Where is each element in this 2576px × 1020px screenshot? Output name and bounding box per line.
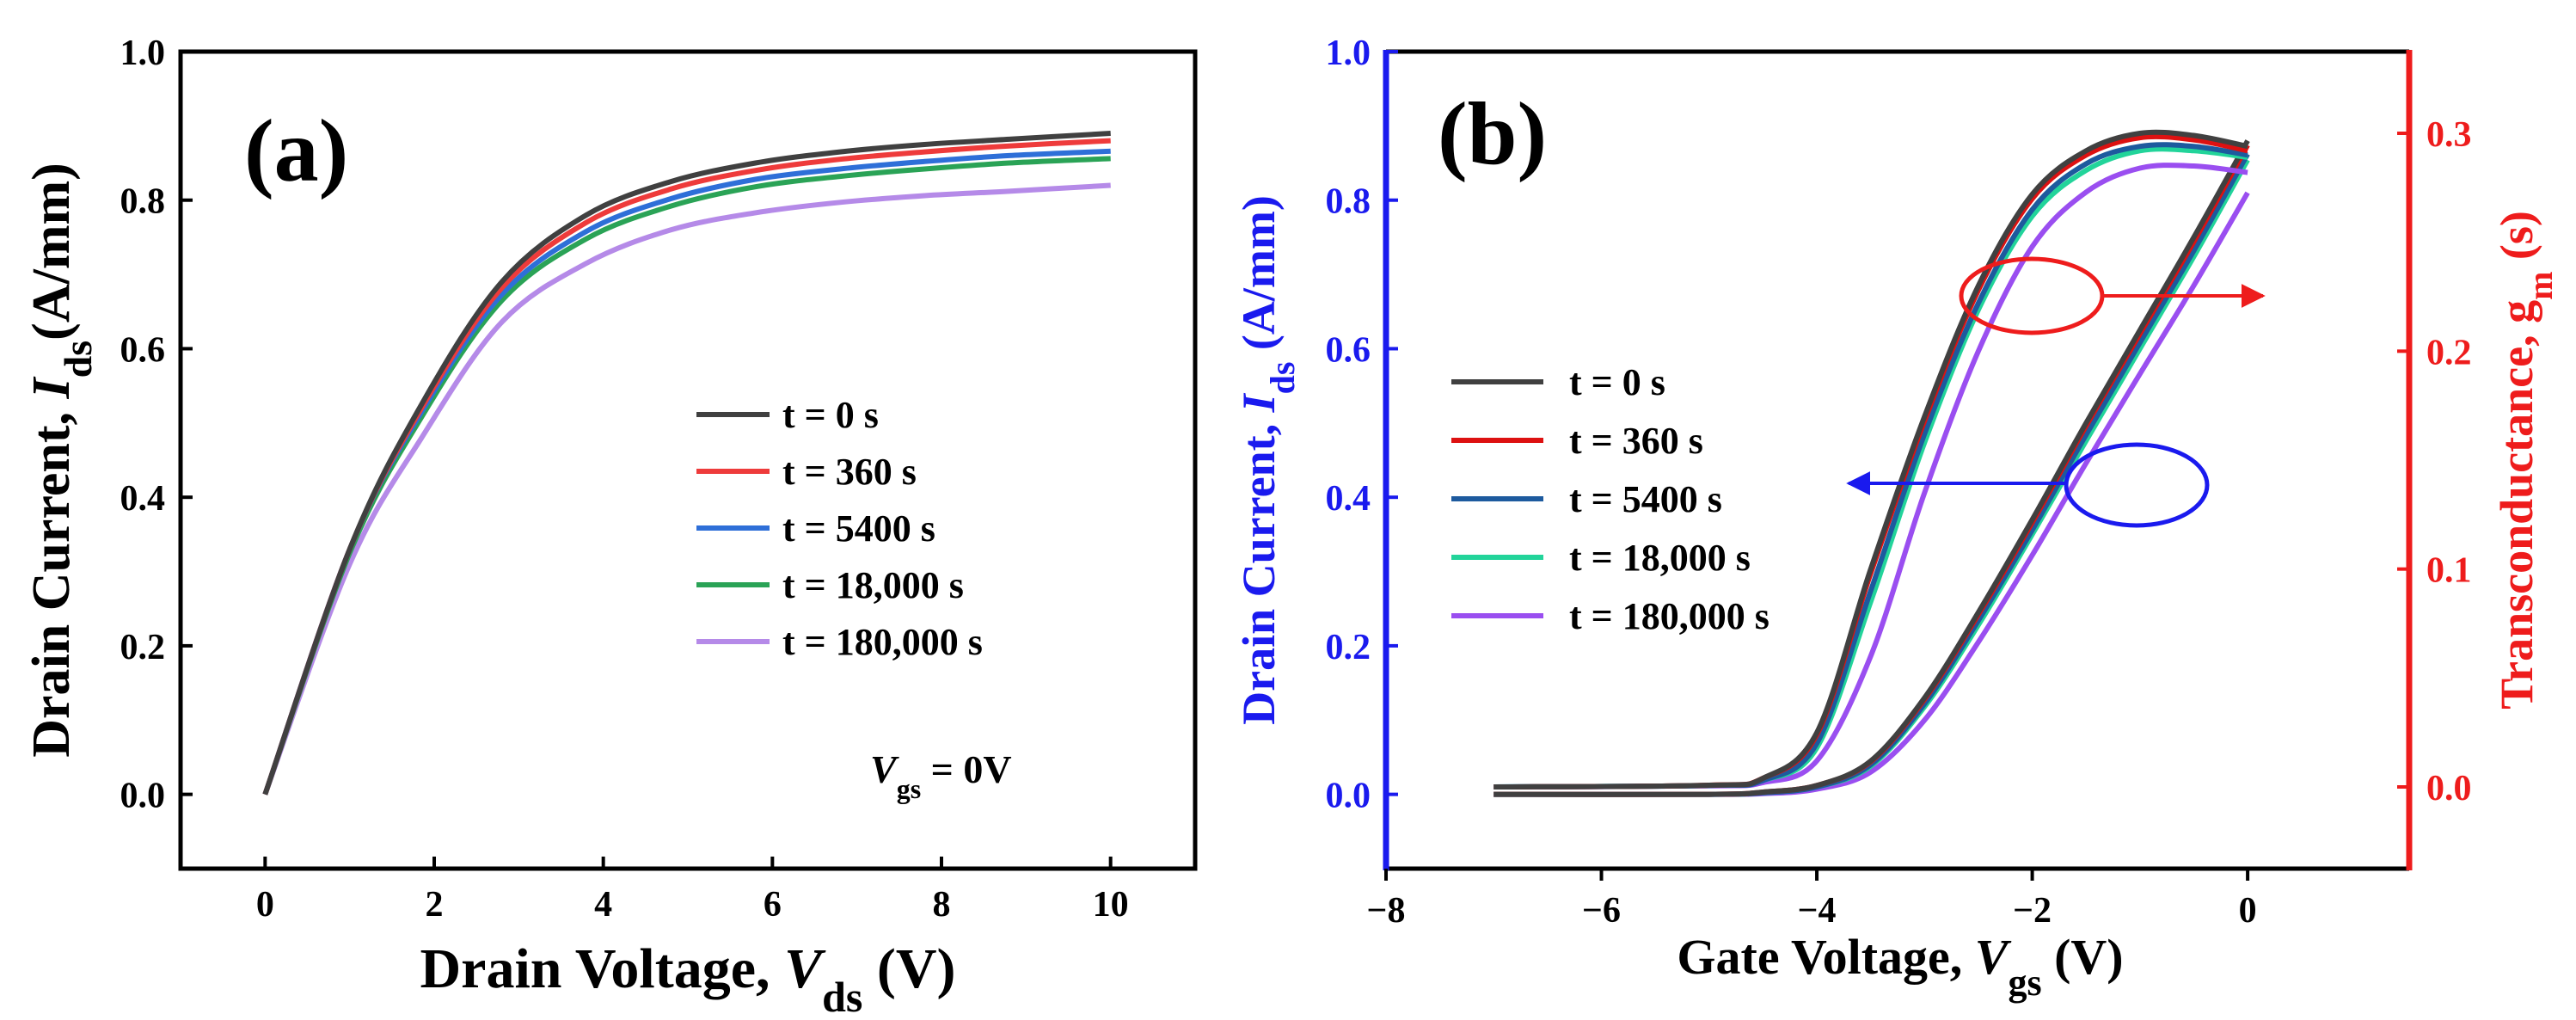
panel-b-left-y-ticks: 0.0 0.2 0.4 0.6 0.8 1.0 (1326, 34, 1398, 816)
panel-a-x-tick-label: 8 (933, 885, 951, 925)
panel-b-ids-line-0 (1493, 139, 2250, 797)
panel-b-x-tick-label: 0 (2239, 891, 2257, 931)
panel-a-y-tick-label: 0.4 (120, 479, 166, 519)
panel-b-gm-line-2 (1493, 142, 2248, 790)
panel-b-right-tick-label: 0.1 (2426, 551, 2472, 591)
panel-a-y-tick-label: 0.6 (120, 330, 166, 370)
panel-a-x-tick-label: 2 (426, 885, 444, 925)
panel-b-legend-label: t = 5400 s (1569, 478, 1722, 520)
panel-b-legend: t = 0 s t = 360 s t = 5400 s t = 18,000 s t … (1451, 361, 1769, 637)
panel-b-left-tick-label: 0.2 (1326, 628, 1371, 667)
panel-b-left-tick-label: 1.0 (1326, 34, 1371, 73)
panel-b-x-tick-label: −8 (1367, 891, 1406, 931)
panel-a-x-tick-label: 4 (594, 885, 612, 925)
panel-a-chart: 0 2 4 6 8 10 0.0 0.2 0.4 0.6 0.8 1.0 (a) Drain Vol… (22, 34, 1198, 1020)
panel-b-x-ticks: −8 −6 −4 −2 0 (1367, 869, 2257, 931)
panel-b-left-tick-label: 0.4 (1326, 479, 1371, 519)
panel-a-y-ticks: 0.0 0.2 0.4 0.6 0.8 1.0 (120, 34, 193, 816)
panel-b-right-y-axis-label: Transconductance, gm (s) (2491, 211, 2560, 710)
panel-b-ids-line-1 (1493, 144, 2250, 797)
gm-curve-marker-ellipse (1959, 256, 2105, 335)
panel-a-series-line-0 (262, 131, 1111, 796)
panel-a-x-ticks: 0 2 4 6 8 10 (256, 857, 1129, 925)
panel-a-legend-label: t = 18,000 s (782, 564, 964, 606)
panel-a-legend-label: t = 5400 s (782, 507, 935, 550)
panel-a-label: (a) (244, 101, 348, 200)
panel-b-chart: −8 −6 −4 −2 0 0.00.20.40.60.81.0 0.00.10.20.… (1233, 34, 2560, 1004)
panel-b-right-tick-label: 0.3 (2426, 115, 2472, 155)
panel-a-y-tick-label: 0.8 (120, 182, 166, 222)
panel-b-legend-label: t = 180,000 s (1569, 595, 1769, 637)
panel-a-y-tick-label: 0.2 (120, 628, 166, 667)
panel-b-ids-line-2 (1493, 152, 2250, 797)
panel-a-x-tick-label: 6 (764, 885, 782, 925)
panel-a-legend-label: t = 0 s (782, 394, 879, 436)
panel-b-legend-label: t = 18,000 s (1569, 537, 1751, 579)
panel-a-x-tick-label: 10 (1093, 885, 1129, 925)
panel-b-left-tick-label: 0.0 (1326, 777, 1371, 816)
panel-a-series-line-4 (262, 182, 1111, 796)
panel-a-series (262, 131, 1111, 796)
panel-a-vgs-annotation: Vgs = 0V (870, 747, 1012, 804)
panel-b-left-y-axis-label: Drain Current, Ids (A/mm) (1233, 195, 1302, 725)
panel-a-x-tick-label: 0 (256, 885, 274, 925)
panel-b-x-axis-label: Gate Voltage, Vgs (V) (1677, 929, 2123, 1004)
panel-b-x-tick-label: −6 (1582, 891, 1621, 931)
panel-a-legend: t = 0 s t = 360 s t = 5400 s t = 18,000 s t … (696, 394, 983, 663)
panel-b-legend-label: t = 360 s (1569, 420, 1703, 462)
panel-b-ids-line-3 (1493, 158, 2250, 797)
panel-a-series-line-2 (262, 148, 1111, 796)
panel-a-y-axis-label: Drain Current, Ids(A/mm) (22, 163, 100, 758)
ids-curve-marker-ellipse (2064, 442, 2210, 528)
panel-b-gm-line-4 (1493, 163, 2248, 790)
panel-a-legend-label: t = 360 s (782, 451, 917, 493)
panel-a-y-tick-label: 1.0 (120, 34, 166, 73)
panel-b-legend-label: t = 0 s (1569, 361, 1665, 403)
panel-a-y-tick-label: 0.0 (120, 777, 166, 816)
panel-b-x-tick-label: −2 (2013, 891, 2052, 931)
panel-b-x-tick-label: −4 (1798, 891, 1837, 931)
panel-b-label: (b) (1438, 84, 1547, 183)
panel-b-left-tick-label: 0.8 (1326, 182, 1371, 222)
panel-b-right-y-ticks: 0.0 0.1 0.2 0.3 (2397, 115, 2472, 808)
panel-b-series (1493, 129, 2250, 797)
panel-b-left-tick-label: 0.6 (1326, 330, 1371, 370)
panel-a-x-axis-label: Drain Voltage, Vds (V) (420, 937, 956, 1020)
panel-b-gm-line-3 (1493, 146, 2248, 790)
panel-b-right-tick-label: 0.0 (2426, 769, 2472, 808)
panel-a-frame (178, 49, 1198, 871)
panel-b-right-tick-label: 0.2 (2426, 333, 2472, 372)
panel-a-legend-label: t = 180,000 s (782, 621, 983, 663)
panel-b-gm-line-0 (1493, 129, 2248, 790)
panel-a-series-line-3 (262, 156, 1111, 796)
